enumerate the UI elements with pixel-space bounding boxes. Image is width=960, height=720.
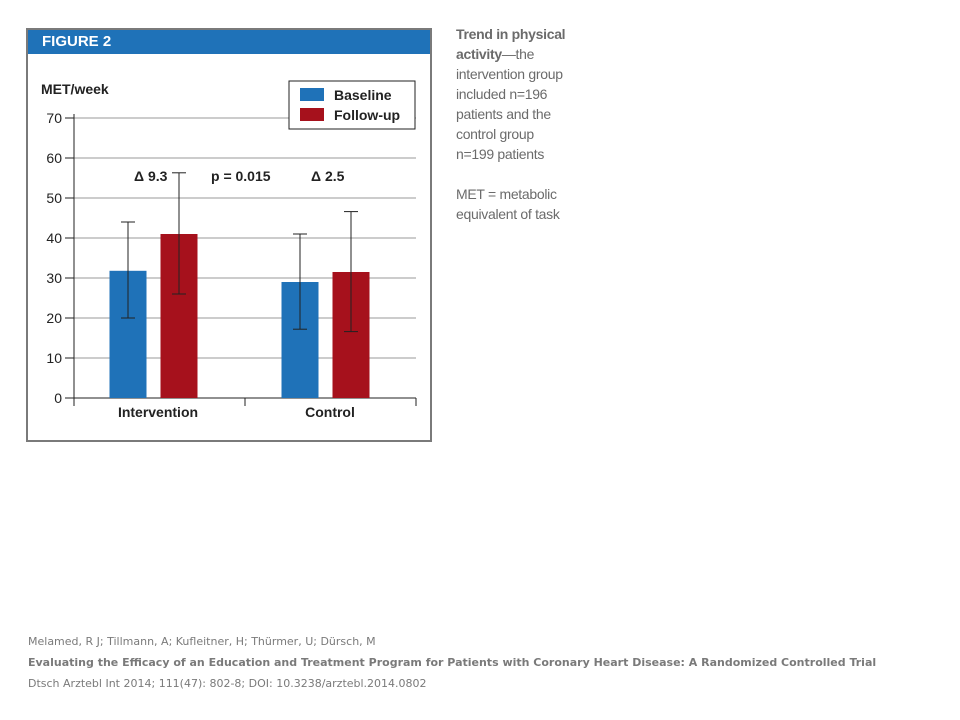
y-tick-label: 60 <box>46 150 62 166</box>
bar-chart: 0 10 20 30 40 50 60 70 Intervention Control MET/w… <box>41 80 417 420</box>
caption-note-line: MET = metabolic <box>456 186 557 202</box>
y-tick-label: 70 <box>46 110 62 126</box>
legend-swatch-followup <box>300 108 324 121</box>
y-tick-label: 40 <box>46 230 62 246</box>
legend-swatch-baseline <box>300 88 324 101</box>
citation: Melamed, R J; Tillmann, A; Kufleitner, H… <box>28 634 928 697</box>
annotation-delta-control: Δ 2.5 <box>311 168 345 184</box>
legend-label-followup: Follow-up <box>334 107 400 123</box>
x-category-label: Intervention <box>118 404 198 420</box>
x-category-label: Control <box>305 404 355 420</box>
figure-header: FIGURE 2 <box>28 30 430 54</box>
caption-line: intervention group <box>456 66 563 82</box>
y-tick-label: 10 <box>46 350 62 366</box>
citation-authors: Melamed, R J; Tillmann, A; Kufleitner, H… <box>28 635 376 648</box>
caption-note: MET = metabolic equivalent of task <box>456 184 596 224</box>
bars <box>109 234 370 398</box>
annotation-p-value: p = 0.015 <box>211 168 271 184</box>
caption-line: control group <box>456 126 534 142</box>
caption-text: Trend in physical activity—the interventio… <box>456 24 596 164</box>
caption-line: n=199 patients <box>456 146 545 162</box>
figure-caption: Trend in physical activity—the interventio… <box>456 24 596 224</box>
y-tick-label: 20 <box>46 310 62 326</box>
annotation-delta-intervention: Δ 9.3 <box>134 168 168 184</box>
y-tick-label: 0 <box>54 390 62 406</box>
caption-line: —the <box>501 46 535 62</box>
chart-annotations: Δ 9.3 p = 0.015 Δ 2.5 <box>134 168 345 184</box>
caption-title-line2: activity <box>456 46 502 62</box>
y-axis-label: MET/week <box>41 81 109 97</box>
figure-frame: FIGURE 2 0 10 20 30 40 50 60 70 Intervention Cont… <box>26 28 432 442</box>
legend-label-baseline: Baseline <box>334 87 392 103</box>
citation-source: Dtsch Arztebl Int 2014; 111(47): 802-8; … <box>28 677 427 690</box>
chart-legend: Baseline Follow-up <box>288 80 416 130</box>
caption-line: included n=196 <box>456 86 548 102</box>
citation-title: Evaluating the Efficacy of an Education … <box>28 656 877 669</box>
error-bars <box>121 172 358 333</box>
y-tick-label: 50 <box>46 190 62 206</box>
y-tick-label: 30 <box>46 270 62 286</box>
caption-title-line1: Trend in physical <box>456 26 566 42</box>
caption-note-line: equivalent of task <box>456 206 560 222</box>
caption-line: patients and the <box>456 106 551 122</box>
